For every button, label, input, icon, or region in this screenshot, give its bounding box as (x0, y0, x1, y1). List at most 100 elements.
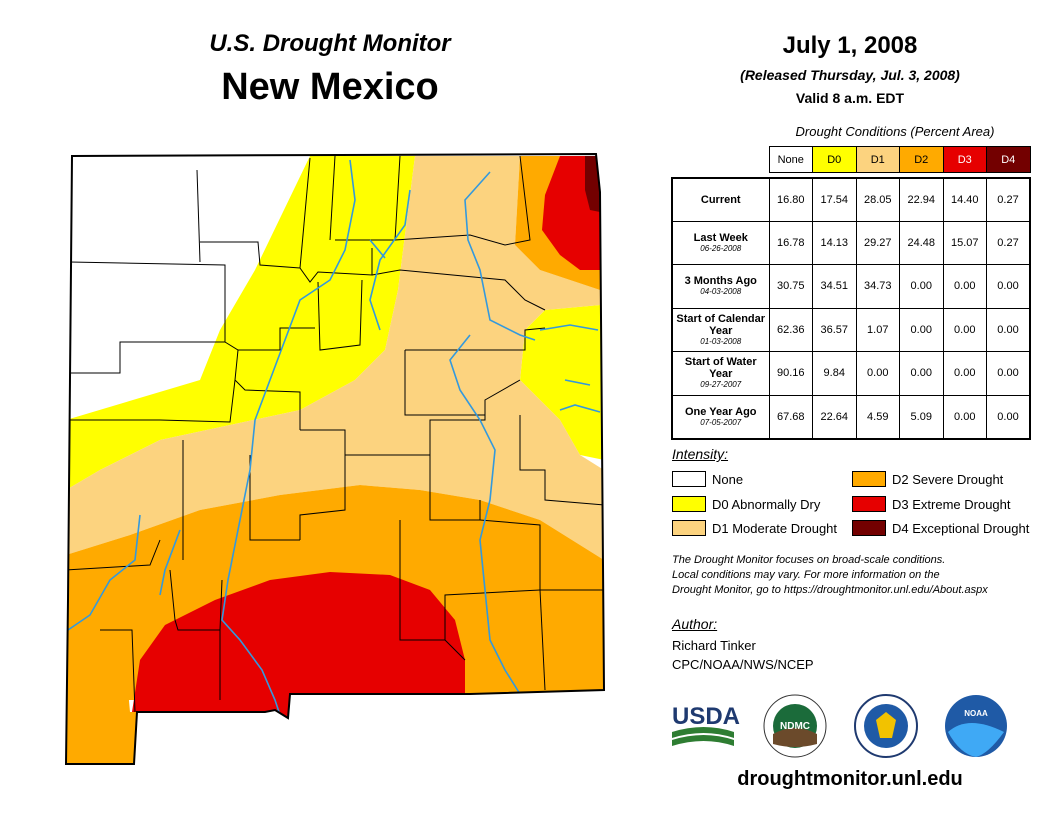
valid-time: Valid 8 a.m. EDT (795, 90, 905, 106)
legend-label: None (712, 471, 744, 487)
table-cell: 62.36 (768, 307, 813, 352)
row-date: 06-26-2008 (700, 243, 742, 253)
table-cell: 0.00 (986, 394, 1031, 440)
row-date: 01-03-2008 (700, 336, 742, 346)
legend-item-d3: D3 Extreme Drought (852, 496, 1011, 512)
table-header-row: None D0 D1 D2 D3 D4 (672, 146, 1031, 173)
legend-item-d1: D1 Moderate Drought (672, 520, 837, 536)
note-line: The Drought Monitor focuses on broad-sca… (672, 554, 946, 566)
note-line: Local conditions may vary. For more info… (672, 569, 940, 581)
author-organization: CPC/NOAA/NWS/NCEP (672, 657, 814, 672)
legend-label: D0 Abnormally Dry (712, 496, 821, 512)
author-heading: Author: (672, 616, 718, 632)
website-url[interactable]: droughtmonitor.unl.edu (737, 768, 963, 790)
col-d0-header: D0 (812, 146, 857, 173)
table-cell: 16.80 (768, 176, 813, 222)
table-cell: 67.68 (768, 394, 813, 440)
table-cell: 28.05 (855, 176, 900, 222)
table-cell: 15.07 (942, 220, 987, 265)
note-line: Drought Monitor, go to https://droughtmo… (672, 584, 988, 596)
legend-swatch (852, 496, 886, 512)
legend-label: D3 Extreme Drought (892, 496, 1011, 512)
row-date: 07-05-2007 (700, 417, 742, 427)
disclaimer-note: The Drought Monitor focuses on broad-sca… (672, 553, 1032, 598)
row-label: One Year Ago (684, 405, 757, 418)
legend-label: D2 Severe Drought (892, 471, 1004, 487)
row-label: Start of Water Year (684, 356, 757, 381)
col-none-header: None (768, 146, 813, 173)
table-cell: 0.00 (899, 351, 944, 396)
table-cell: 0.00 (899, 307, 944, 352)
release-date: (Released Thursday, Jul. 3, 2008) (740, 67, 960, 83)
legend-item-d2: D2 Severe Drought (852, 471, 1003, 487)
usda-logo-text: USDA (672, 703, 740, 730)
table-row: 3 Months Ago 04-03-2008 30.75 34.51 34.73… (671, 264, 1031, 309)
legend-label: D4 Exceptional Drought (892, 520, 1030, 536)
author-name: Richard Tinker (672, 638, 756, 653)
d4-region (585, 156, 600, 212)
state-outline (64, 152, 606, 765)
table-row: Start of Water Year 09-27-2007 90.16 9.84… (671, 351, 1031, 396)
table-cell: 29.27 (855, 220, 900, 265)
table-row: Last Week 06-26-2008 16.78 14.13 29.27 24… (671, 220, 1031, 265)
table-cell: 22.64 (812, 394, 857, 440)
table-caption: Drought Conditions (Percent Area) (795, 124, 995, 139)
table-cell: 90.16 (768, 351, 813, 396)
legend-title: Intensity: (672, 446, 729, 462)
col-d3-header: D3 (942, 146, 987, 173)
table-cell: 1.07 (855, 307, 900, 352)
row-date: 04-03-2008 (700, 287, 742, 297)
commerce-logo (854, 694, 918, 758)
table-cell: 0.00 (942, 351, 987, 396)
table-cell: 0.00 (942, 264, 987, 309)
map-subtitle: U.S. Drought Monitor (209, 30, 451, 57)
table-cell: 0.00 (986, 264, 1031, 309)
table-cell: 0.00 (899, 264, 944, 309)
legend-label: D1 Moderate Drought (712, 520, 838, 536)
d2-region-sw (66, 600, 134, 764)
table-cell: 4.59 (855, 394, 900, 440)
table-row: One Year Ago 07-05-2007 67.68 22.64 4.59 … (671, 394, 1031, 440)
table-row: Current 16.80 17.54 28.05 22.94 14.40 0.… (671, 176, 1031, 222)
noaa-logo-text: NOAA (964, 709, 988, 718)
usda-logo: USDA (672, 703, 740, 746)
table-cell: 9.84 (812, 351, 857, 396)
ndmc-logo: NDMC (763, 694, 827, 758)
legend-swatch (852, 471, 886, 487)
row-label: 3 Months Ago (684, 275, 757, 288)
table-cell: 36.57 (812, 307, 857, 352)
table-cell: 0.00 (855, 351, 900, 396)
table-cell: 24.48 (899, 220, 944, 265)
col-d1-header: D1 (855, 146, 900, 173)
map-date: July 1, 2008 (782, 32, 918, 59)
legend-item-d4: D4 Exceptional Drought (852, 520, 1029, 536)
table-row: Start of Calendar Year 01-03-2008 62.36 3… (671, 307, 1031, 352)
col-d2-header: D2 (899, 146, 944, 173)
table-cell: 34.51 (812, 264, 857, 309)
legend-item-none: None (672, 471, 743, 487)
row-label: Start of Calendar Year (676, 312, 766, 337)
table-cell: 16.78 (768, 220, 813, 265)
d1-region (66, 156, 604, 560)
drought-map (64, 152, 606, 765)
table-cell: 0.27 (986, 176, 1031, 222)
rivers (67, 159, 601, 716)
legend-swatch (672, 520, 706, 536)
partner-logos: USDA NDMC NOAA (672, 694, 1007, 758)
legend-swatch (672, 496, 706, 512)
table-cell: 34.73 (855, 264, 900, 309)
row-label: Last Week (693, 231, 748, 244)
table-cell: 0.00 (986, 307, 1031, 352)
table-cell: 0.00 (942, 394, 987, 440)
noaa-logo: NOAA (945, 695, 1007, 757)
d0-region (66, 156, 415, 490)
col-d4-header: D4 (986, 146, 1031, 173)
ndmc-logo-text: NDMC (780, 721, 810, 732)
table-cell: 5.09 (899, 394, 944, 440)
row-label: Current (700, 193, 741, 206)
drought-conditions-table: None D0 D1 D2 D3 D4 Current 16.80 17.54 … (671, 146, 1031, 440)
table-cell: 0.00 (986, 351, 1031, 396)
row-date: 09-27-2007 (700, 380, 742, 390)
d3-region (132, 572, 465, 718)
map-title: New Mexico (221, 66, 439, 108)
